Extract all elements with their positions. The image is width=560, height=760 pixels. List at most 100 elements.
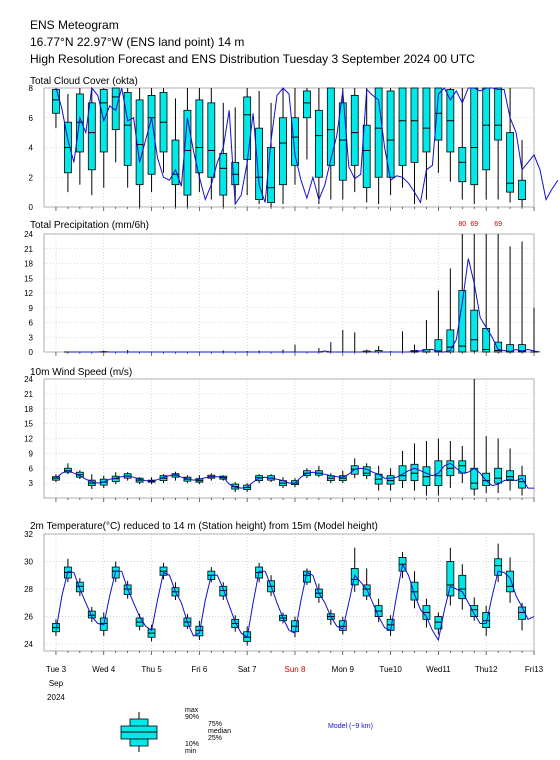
box-iqr	[350, 95, 359, 166]
box-iqr	[494, 558, 503, 576]
box-iqr	[75, 93, 84, 153]
box-iqr	[303, 570, 311, 583]
legend-p25: 25%	[208, 735, 222, 742]
forecast-subtitle: High Resolution Forecast and ENS Distrib…	[30, 52, 475, 66]
box-iqr	[255, 127, 264, 200]
box-iqr	[338, 102, 347, 181]
legend-p75: 75%	[208, 721, 222, 728]
box-iqr	[446, 329, 455, 353]
box-iqr	[219, 585, 228, 597]
panel-title: 10m Wind Speed (m/s)	[30, 367, 132, 378]
box-iqr	[362, 584, 371, 597]
location-line: 16.77°N 22.97°W (ENS land point) 14 m	[30, 35, 245, 49]
y-tick-label: 2	[29, 173, 34, 182]
box-iqr	[231, 161, 240, 186]
box-iqr	[494, 467, 503, 484]
y-tick-label: 6	[29, 319, 34, 328]
panel-wind	[43, 378, 535, 502]
month-label: Sep	[49, 679, 64, 688]
box-iqr	[350, 465, 359, 475]
box-iqr	[279, 117, 287, 186]
box-iqr	[470, 309, 479, 352]
panel-title: Total Precipitation (mm/6h)	[30, 220, 149, 231]
model-line	[55, 562, 535, 642]
y-tick-label: 9	[29, 449, 34, 458]
box-iqr	[362, 466, 371, 477]
panel-title: 2m Temperature(°C) reduced to 14 m (Stat…	[30, 521, 378, 532]
day-label: Fri 6	[191, 665, 208, 674]
y-tick-label: 0	[29, 203, 34, 212]
model-line	[55, 462, 534, 489]
legend-p90: 90%	[185, 714, 199, 721]
box-iqr	[470, 467, 479, 490]
y-tick-label: 0	[29, 348, 34, 357]
outlier-label: 69	[470, 221, 478, 228]
day-label: Thu 5	[141, 665, 162, 674]
panel-cloud	[43, 86, 559, 211]
y-tick-label: 6	[29, 464, 34, 473]
box-iqr	[434, 87, 443, 141]
box-iqr	[470, 87, 479, 186]
outlier-label: 80	[458, 221, 466, 228]
model-line	[55, 86, 559, 206]
box-iqr	[470, 605, 479, 617]
box-iqr	[482, 612, 491, 628]
y-tick-label: 30	[24, 558, 33, 567]
legend-p10-box	[129, 738, 149, 747]
box-iqr	[458, 574, 467, 600]
box-iqr	[410, 463, 419, 482]
box-iqr	[362, 124, 371, 189]
year-label: 2024	[47, 693, 65, 702]
legend-median: median	[208, 728, 231, 735]
model-line	[67, 258, 541, 353]
box-iqr	[52, 89, 60, 114]
box-iqr	[171, 139, 180, 186]
box-iqr	[494, 87, 503, 141]
page-title: ENS Meteogram	[30, 18, 119, 32]
box-iqr	[422, 87, 431, 153]
y-tick-label: 18	[24, 405, 33, 414]
day-label: Tue10	[379, 665, 402, 674]
panel-frame	[43, 533, 535, 652]
box-iqr	[482, 472, 491, 487]
panel-title: Total Cloud Cover (okta)	[30, 76, 138, 87]
day-label: Wed 4	[92, 665, 116, 674]
box-iqr	[326, 87, 335, 166]
y-tick-label: 3	[29, 333, 34, 342]
box-iqr	[195, 99, 204, 174]
panel-precip	[43, 233, 541, 356]
box-iqr	[410, 581, 419, 601]
box-iqr	[518, 344, 526, 353]
day-label: Sat 7	[238, 665, 257, 674]
box-iqr	[398, 465, 407, 482]
box-iqr	[506, 132, 514, 193]
y-tick-label: 6	[29, 114, 34, 123]
y-tick-label: 3	[29, 479, 34, 488]
box-iqr	[482, 327, 491, 353]
box-iqr	[374, 87, 383, 178]
box-iqr	[147, 95, 156, 175]
box-iqr	[398, 87, 407, 166]
y-tick-label: 26	[24, 613, 33, 622]
box-iqr	[123, 92, 132, 166]
box-iqr	[75, 581, 84, 593]
box-iqr	[267, 147, 275, 203]
y-tick-label: 28	[24, 585, 33, 594]
box-iqr	[303, 90, 311, 119]
y-tick-label: 15	[24, 420, 33, 429]
day-label: Thu12	[475, 665, 498, 674]
y-tick-label: 24	[24, 230, 33, 239]
panel-temp	[43, 533, 535, 655]
y-tick-label: 32	[24, 530, 33, 539]
legend-p10: 10%	[185, 741, 199, 748]
box-iqr	[219, 153, 228, 196]
box-iqr	[135, 99, 144, 186]
box-iqr	[386, 475, 395, 485]
day-label: Tue 3	[46, 665, 67, 674]
y-tick-label: 18	[24, 260, 33, 269]
box-iqr	[314, 109, 323, 178]
y-tick-label: 8	[29, 84, 34, 93]
box-iqr	[87, 102, 96, 171]
day-label: Mon 9	[332, 665, 355, 674]
box-iqr	[506, 470, 514, 482]
